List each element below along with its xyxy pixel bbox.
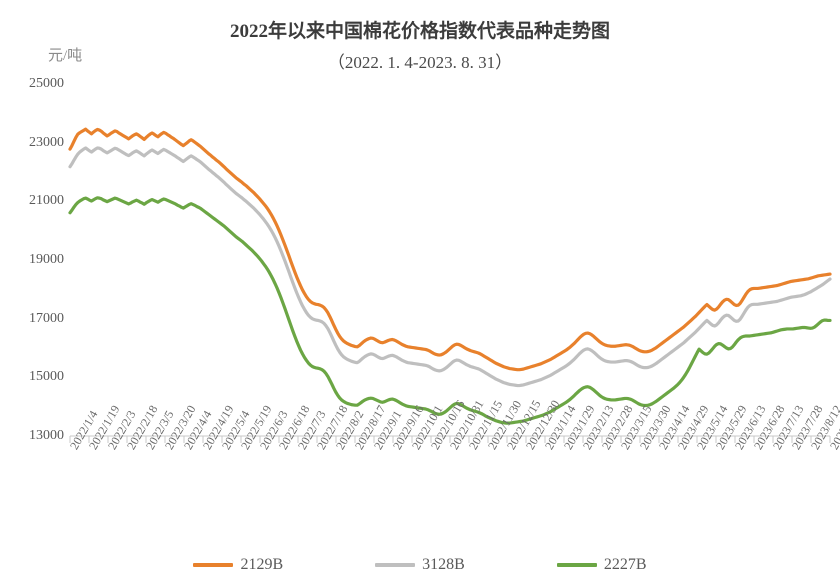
legend-label: 2129B xyxy=(240,556,284,573)
legend-item-3128B[interactable]: 3128B xyxy=(375,556,465,574)
y-axis-tick-label: 25000 xyxy=(29,76,64,91)
legend-color-swatch xyxy=(556,563,597,567)
plot-area xyxy=(68,84,832,436)
y-axis-tick-label: 19000 xyxy=(29,252,64,267)
y-axis-tick-label: 13000 xyxy=(29,428,64,443)
y-axis-tick-label: 21000 xyxy=(29,193,64,209)
chart-title: 2022年以来中国棉花价格指数代表品种走势图 xyxy=(229,21,610,42)
y-axis-unit-label: 元/吨 xyxy=(48,48,83,64)
y-axis-tick-label: 15000 xyxy=(29,369,64,385)
y-axis-tick-labels: 13000 15000 17000 19000 21000 23000 25000 xyxy=(0,0,64,582)
legend-label: 2227B xyxy=(603,556,647,573)
series-line-2129B xyxy=(68,127,832,372)
series-line-3128B xyxy=(68,146,832,388)
legend-color-swatch xyxy=(375,563,416,567)
legend-color-swatch xyxy=(193,563,234,567)
series-line-2227B xyxy=(68,196,832,425)
legend-label: 3128B xyxy=(422,556,465,573)
legend-item-2227B[interactable]: 2227B xyxy=(556,556,647,574)
y-axis-tick-label: 23000 xyxy=(29,134,64,150)
legend-item-2129B[interactable]: 2129B xyxy=(193,556,283,574)
y-axis-tick-label: 17000 xyxy=(29,310,64,326)
series-lines-svg xyxy=(68,127,832,425)
chart-legend: 2129B 3128B 2227B xyxy=(0,552,840,578)
chart-subtitle: （2022. 1. 4-2023. 8. 31） xyxy=(327,53,513,72)
